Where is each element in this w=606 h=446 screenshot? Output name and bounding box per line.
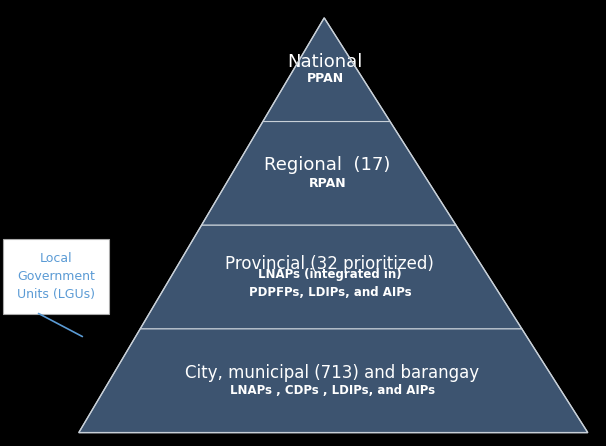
Text: LNAPs (integrated in)
PDPFPs, LDIPs, and AIPs: LNAPs (integrated in) PDPFPs, LDIPs, and… [248, 268, 411, 299]
Text: Provincial (32 prioritized): Provincial (32 prioritized) [225, 255, 435, 273]
Text: LNAPs , CDPs , LDIPs, and AIPs: LNAPs , CDPs , LDIPs, and AIPs [230, 384, 435, 397]
Polygon shape [201, 121, 456, 225]
Polygon shape [79, 329, 588, 433]
FancyBboxPatch shape [3, 239, 109, 314]
Polygon shape [263, 18, 390, 121]
Text: Regional  (17): Regional (17) [264, 157, 391, 174]
Text: National: National [288, 53, 363, 70]
Text: RPAN: RPAN [309, 177, 347, 190]
Polygon shape [140, 225, 522, 329]
Text: City, municipal (713) and barangay: City, municipal (713) and barangay [185, 364, 479, 382]
Text: Local
Government
Units (LGUs): Local Government Units (LGUs) [17, 252, 95, 301]
Text: PPAN: PPAN [307, 72, 344, 85]
